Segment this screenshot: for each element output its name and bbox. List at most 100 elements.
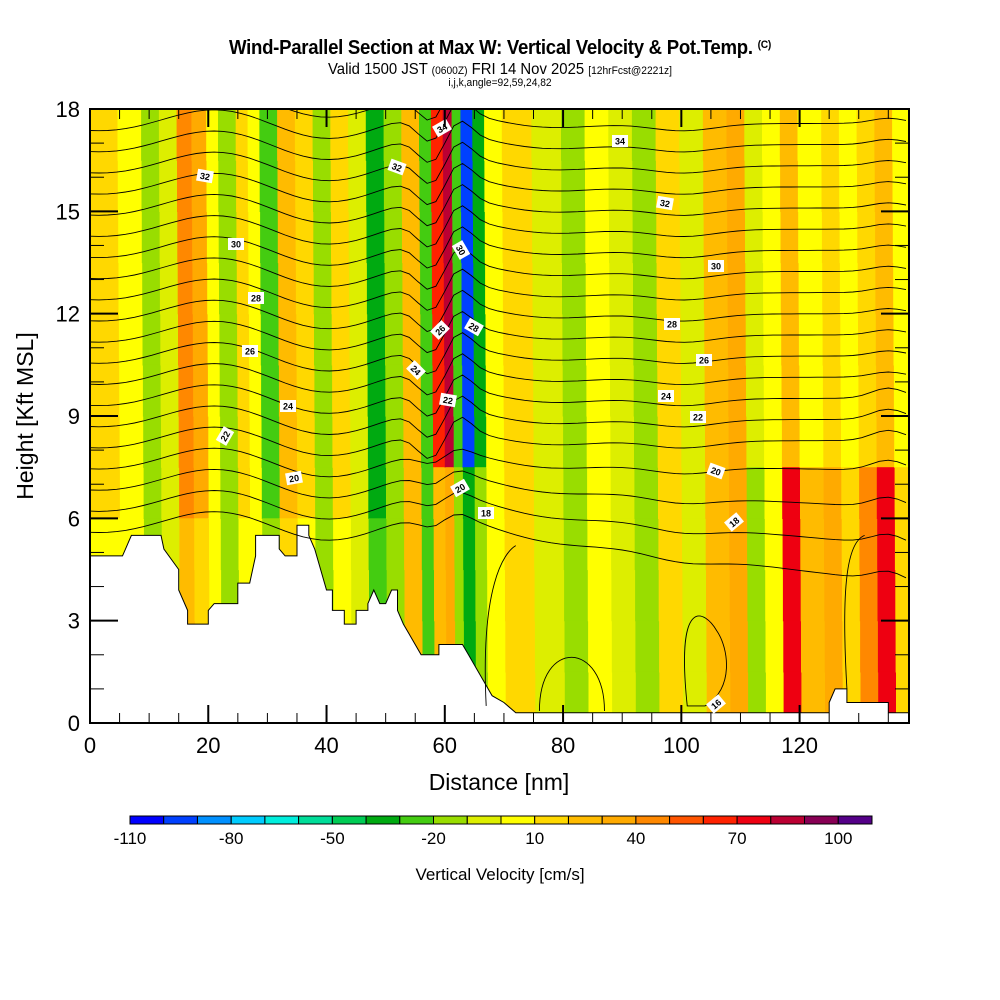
w-cell [658,518,683,571]
w-cell [249,364,262,417]
contour-label: 34 [612,135,628,147]
w-cell [762,109,781,161]
w-cell [159,211,178,264]
w-cell [679,160,704,212]
w-cell [474,416,487,468]
w-cell [402,262,421,315]
w-cell [764,518,784,571]
w-cell [860,620,879,673]
w-cell [454,518,464,571]
w-cell [208,467,221,519]
w-cell [839,262,859,315]
contour-label: 22 [690,411,706,423]
w-cell [261,364,280,417]
w-cell [314,364,333,417]
w-cell [420,313,433,366]
w-cell [588,620,613,673]
w-cell [453,313,463,366]
w-cell [193,364,209,417]
w-cell [419,109,432,161]
w-cell [332,364,351,417]
utc-time: (0600Z) [431,65,468,77]
w-cell [401,109,420,161]
w-cell [220,518,240,571]
w-cell [348,211,368,264]
y-axis-title: Height [Kft MSL] [12,332,38,499]
w-cell [295,262,315,315]
w-cell [797,109,822,161]
w-cell [681,416,706,468]
contour-label-box [612,135,628,147]
w-cell [432,364,445,417]
w-cell [452,262,463,315]
chart-subtitle: Valid 1500 JST (0600Z) FRI 14 Nov 2025 [… [35,61,965,79]
w-cell [444,364,454,417]
w-cell [728,364,747,417]
w-cell [142,313,161,366]
w-cell [797,160,823,212]
w-cell [177,211,193,264]
w-cell [839,211,858,264]
theta-contour-line [90,374,907,417]
x-tick-label: 120 [781,733,818,758]
w-cell [260,211,279,264]
w-cell [219,364,238,417]
w-cell [747,620,767,673]
w-cell [609,211,634,264]
contour-label: 20 [450,478,470,498]
colorbar-segment [197,815,232,825]
w-cell [404,569,423,622]
colorbar-segment [534,815,569,825]
w-cell [608,160,633,212]
w-cell [463,518,476,571]
w-cell [453,416,464,468]
w-cell [178,313,194,366]
contour-label-box [430,320,450,340]
contour-label: 24 [658,390,674,402]
w-cell [475,620,489,673]
w-cell [747,518,766,571]
w-cell [386,467,405,519]
w-cell [192,211,208,264]
w-cell [841,416,860,468]
w-cell [799,364,824,417]
w-cell [475,518,488,571]
w-cell [277,109,296,161]
w-cell [350,518,370,571]
w-cell [247,109,260,161]
colorbar-segment [702,815,738,825]
theta-contour-line [90,184,907,227]
contour-label-text: 24 [661,392,671,402]
w-cell [219,262,238,315]
colorbar-segment [163,815,198,825]
w-cell [702,109,728,161]
theta-contour-line [90,109,907,142]
y-tick-label: 3 [68,609,80,634]
w-cell [781,313,800,366]
colorbar-segment [433,815,468,825]
w-cell [141,211,161,264]
w-cell [633,364,658,417]
w-cell [611,569,636,622]
x-tick-label: 40 [314,733,338,758]
w-cell [505,620,536,673]
w-cell [434,569,447,622]
w-cell [460,160,474,212]
w-cell [433,518,447,571]
w-cell [333,569,352,622]
w-cell [474,364,487,417]
w-cell [727,211,746,264]
contour-label-text: 32 [199,171,211,183]
w-cell [765,620,784,673]
y-tick-label: 6 [68,506,80,531]
w-cell [656,211,681,264]
contour-label-text: 32 [659,198,671,210]
w-cell [745,262,764,315]
contour-label: 30 [708,260,724,272]
w-cell [782,467,801,519]
w-cell [874,160,893,212]
w-cell [504,518,535,571]
contour-label: 22 [215,426,235,446]
w-cell [142,262,161,315]
w-cell [295,211,314,264]
